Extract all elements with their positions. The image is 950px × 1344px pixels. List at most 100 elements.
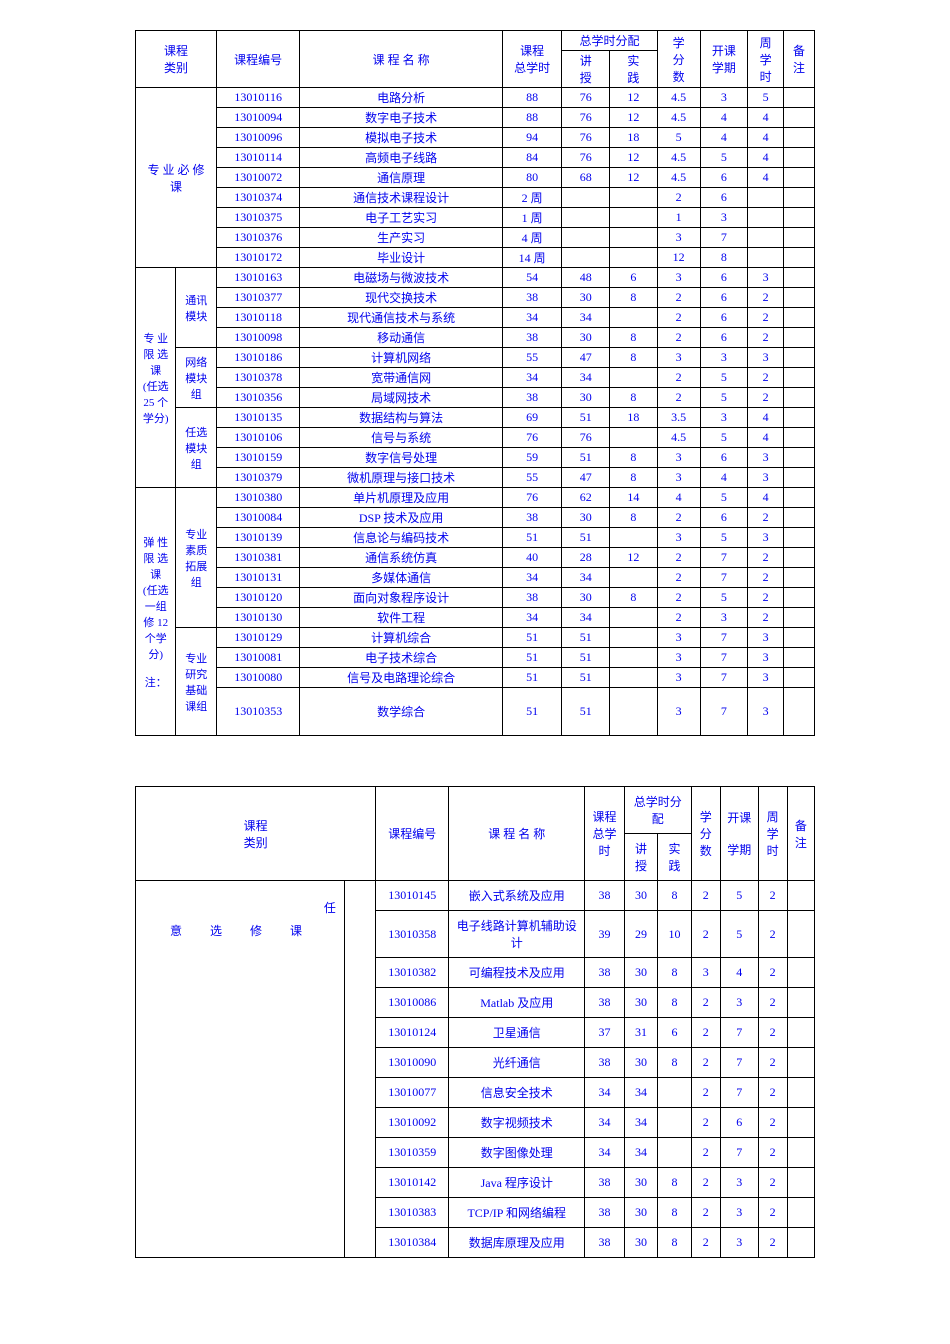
cell: 14 (610, 488, 658, 508)
table-row: 13010374通信技术课程设计2 周26 (136, 188, 815, 208)
cell: 76 (562, 88, 610, 108)
cell (783, 488, 814, 508)
table-row: 13010130软件工程3434232 (136, 608, 815, 628)
cell: 3 (657, 448, 700, 468)
cell: 8 (658, 1228, 691, 1258)
cell: 2 (758, 1198, 787, 1228)
cell: 51 (502, 628, 562, 648)
cell (783, 608, 814, 628)
cell: 2 (748, 308, 784, 328)
cell: 13010092 (376, 1108, 449, 1138)
cell: 数学综合 (300, 688, 502, 736)
cell: 30 (562, 288, 610, 308)
cell: 51 (502, 688, 562, 736)
cell: 55 (502, 468, 562, 488)
cell (783, 108, 814, 128)
cell (787, 1048, 814, 1078)
table-row: 13010094数字电子技术8876124.544 (136, 108, 815, 128)
cell: 4 (700, 108, 748, 128)
cell: 2 (657, 288, 700, 308)
cell: 4.5 (657, 428, 700, 448)
cell (783, 648, 814, 668)
cell: 3 (691, 958, 720, 988)
cell: 2 (748, 388, 784, 408)
cell: 2 (758, 958, 787, 988)
cell: 6 (610, 268, 658, 288)
cell: 30 (624, 1228, 657, 1258)
cell: 13010159 (217, 448, 300, 468)
cell: 4 (748, 108, 784, 128)
cell: 13010080 (217, 668, 300, 688)
cell: 62 (562, 488, 610, 508)
cell: 88 (502, 108, 562, 128)
table-row: 13010378宽带通信网3434252 (136, 368, 815, 388)
cat-required: 专 业 必 修 课 (136, 88, 217, 268)
cell: 7 (700, 668, 748, 688)
sub-label: 任 (140, 899, 340, 916)
cell (783, 668, 814, 688)
cell: 84 (502, 148, 562, 168)
cell: 现代通信技术与系统 (300, 308, 502, 328)
cell (562, 228, 610, 248)
cell (562, 208, 610, 228)
cell: 51 (562, 408, 610, 428)
cell: 13010379 (217, 468, 300, 488)
cell: 51 (562, 668, 610, 688)
cell: 2 (691, 988, 720, 1018)
cell: 34 (624, 1138, 657, 1168)
cell: 13010359 (376, 1138, 449, 1168)
cell: 13010383 (376, 1198, 449, 1228)
cell: 2 (691, 1138, 720, 1168)
cell: 3 (700, 88, 748, 108)
cell: 8 (610, 388, 658, 408)
cell: 2 (758, 881, 787, 911)
cell: 5 (700, 528, 748, 548)
cell: 模拟电子技术 (300, 128, 502, 148)
cell: 13010120 (217, 588, 300, 608)
cell: 3 (748, 448, 784, 468)
cell (783, 208, 814, 228)
cell (783, 568, 814, 588)
cell: 38 (585, 1168, 625, 1198)
cell: 2 周 (502, 188, 562, 208)
cell: 2 (691, 1048, 720, 1078)
cell: 卫星通信 (449, 1018, 585, 1048)
cell: 多媒体通信 (300, 568, 502, 588)
cell: 2 (748, 568, 784, 588)
cell: 30 (624, 881, 657, 911)
subcat-comm: 通讯 模块 (176, 268, 217, 348)
cell: 8 (700, 248, 748, 268)
cell-name: 电路分析 (300, 88, 502, 108)
cell: 2 (758, 1138, 787, 1168)
cell: 13010375 (217, 208, 300, 228)
cell (610, 608, 658, 628)
cell: 2 (748, 588, 784, 608)
cell: 30 (624, 988, 657, 1018)
cell: 34 (624, 1078, 657, 1108)
hdr-total: 课程 总学时 (585, 787, 625, 881)
cell (783, 148, 814, 168)
cell: 38 (585, 988, 625, 1018)
cell: 4.5 (657, 88, 700, 108)
cell: 2 (748, 608, 784, 628)
cell: 12 (610, 88, 658, 108)
cell (787, 1228, 814, 1258)
cell: 13010163 (217, 268, 300, 288)
cell (783, 528, 814, 548)
cell: 通信原理 (300, 168, 502, 188)
cell: 2 (657, 308, 700, 328)
cell: 8 (610, 288, 658, 308)
table-row: 13010375电子工艺实习1 周13 (136, 208, 815, 228)
cell: 94 (502, 128, 562, 148)
cell: 数字视频技术 (449, 1108, 585, 1138)
cell (610, 648, 658, 668)
cell: 2 (657, 328, 700, 348)
cell: 2 (748, 368, 784, 388)
cell (748, 188, 784, 208)
cell (783, 88, 814, 108)
cat-flexible: 弹 性 限 选 课 (任选 一组 修 12 个学 分) 注： (136, 488, 176, 736)
empty-subcat (344, 881, 375, 1258)
cell: 3 (657, 648, 700, 668)
cell: 宽带通信网 (300, 368, 502, 388)
cell: 13010374 (217, 188, 300, 208)
